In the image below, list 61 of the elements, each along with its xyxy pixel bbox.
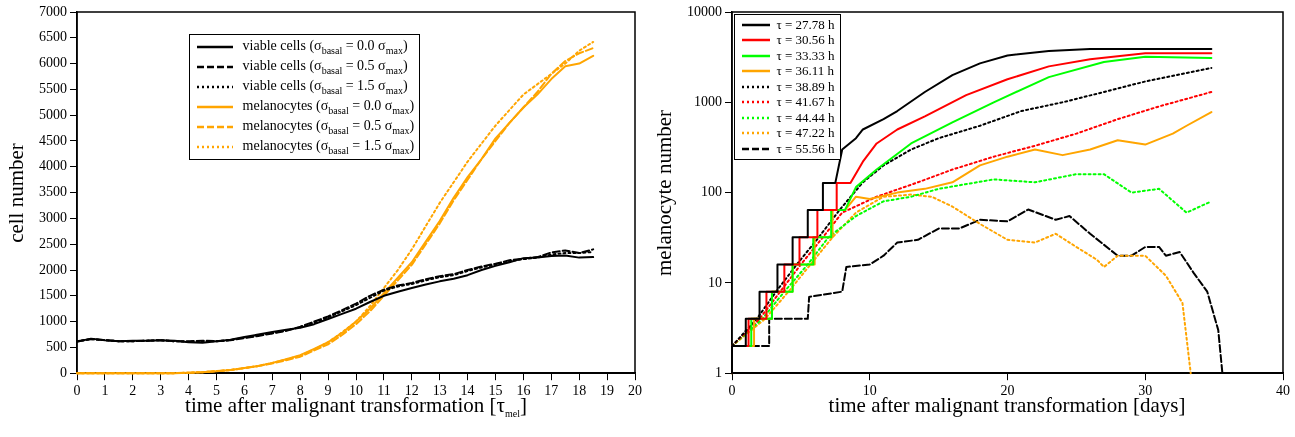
x-tick-label: 10 [862,383,877,399]
y-tick-label: 0 [60,364,67,380]
y-tick-label: 7000 [39,3,67,19]
legend-label: τ = 41.67 h [776,94,835,111]
legend-label: viable cells (σ$_{basal}$ = 0.0 σ$_{max}$) [242,38,408,56]
x-tick-label: 16 [516,383,531,399]
x-tick-label: 17 [544,383,559,399]
x-tick-label: 14 [460,383,475,399]
legend-label: τ = 36.11 h [776,63,835,80]
x-tick-label: 1 [101,383,109,399]
x-tick-label: 20 [1000,383,1014,399]
y-tick-label: 1500 [39,287,67,303]
legend-label: viable cells (σ$_{basal}$ = 1.5 σ$_{max}$) [242,78,408,96]
x-tick-label: 13 [432,383,447,399]
legend-label: viable cells (σ$_{basal}$ = 0.5 σ$_{max}$) [242,58,408,76]
y-tick-label: 3500 [39,184,67,200]
y-tick-label: 1 [714,364,722,380]
y-tick-label: 1000 [693,93,722,109]
x-tick-label: 18 [572,383,587,399]
legend-label: τ = 30.56 h [776,32,835,49]
y-axis-title: cell number [3,142,29,243]
y-tick-label: 10000 [686,3,722,19]
legend-label: τ = 33.33 h [776,47,835,64]
y-tick-label: 500 [46,339,67,355]
legend-label: τ = 44.44 h [776,109,835,126]
legend-label: melanocytes (σ$_{basal}$ = 0.0 σ$_{max}$) [242,98,415,116]
y-tick-label: 10 [707,274,722,290]
x-tick-label: 2 [129,383,137,399]
x-tick-label: 9 [324,383,332,399]
legend-label: τ = 27.78 h [776,16,835,33]
x-tick-label: 11 [377,383,391,399]
y-tick-label: 100 [700,184,722,200]
x-tick-label: 10 [349,383,363,399]
x-tick-label: 19 [600,383,615,399]
y-tick-label: 1000 [39,313,67,329]
x-tick-label: 4 [185,383,193,399]
y-tick-label: 6000 [39,55,67,71]
x-tick-label: 5 [213,383,220,399]
x-tick-label: 3 [157,383,165,399]
legend-label: melanocytes (σ$_{basal}$ = 0.5 σ$_{max}$) [242,118,415,136]
y-tick-label: 6500 [39,29,67,45]
y-tick-label: 4500 [39,132,67,148]
x-tick-label: 0 [728,383,735,399]
x-tick-label: 30 [1137,383,1152,399]
legend-label: τ = 55.56 h [776,140,835,157]
y-tick-label: 2500 [39,235,67,251]
y-tick-label: 4000 [39,158,67,174]
legend-label: τ = 38.89 h [776,78,835,95]
x-tick-label: 8 [296,383,304,399]
legend-label: τ = 47.22 h [776,125,835,142]
x-tick-label: 0 [73,383,81,399]
legend-label: melanocytes (σ$_{basal}$ = 1.5 σ$_{max}$) [242,138,415,156]
x-tick-label: 7 [268,383,276,399]
y-tick-label: 3000 [39,210,67,226]
x-tick-label: 15 [488,383,503,399]
y-tick-label: 5000 [39,106,67,122]
x-tick-label: 40 [1275,383,1290,399]
y-tick-label: 5500 [39,81,67,97]
y-tick-label: 2000 [39,261,67,277]
y-axis-title: melanocyte number [651,109,676,276]
x-tick-label: 20 [628,383,642,399]
